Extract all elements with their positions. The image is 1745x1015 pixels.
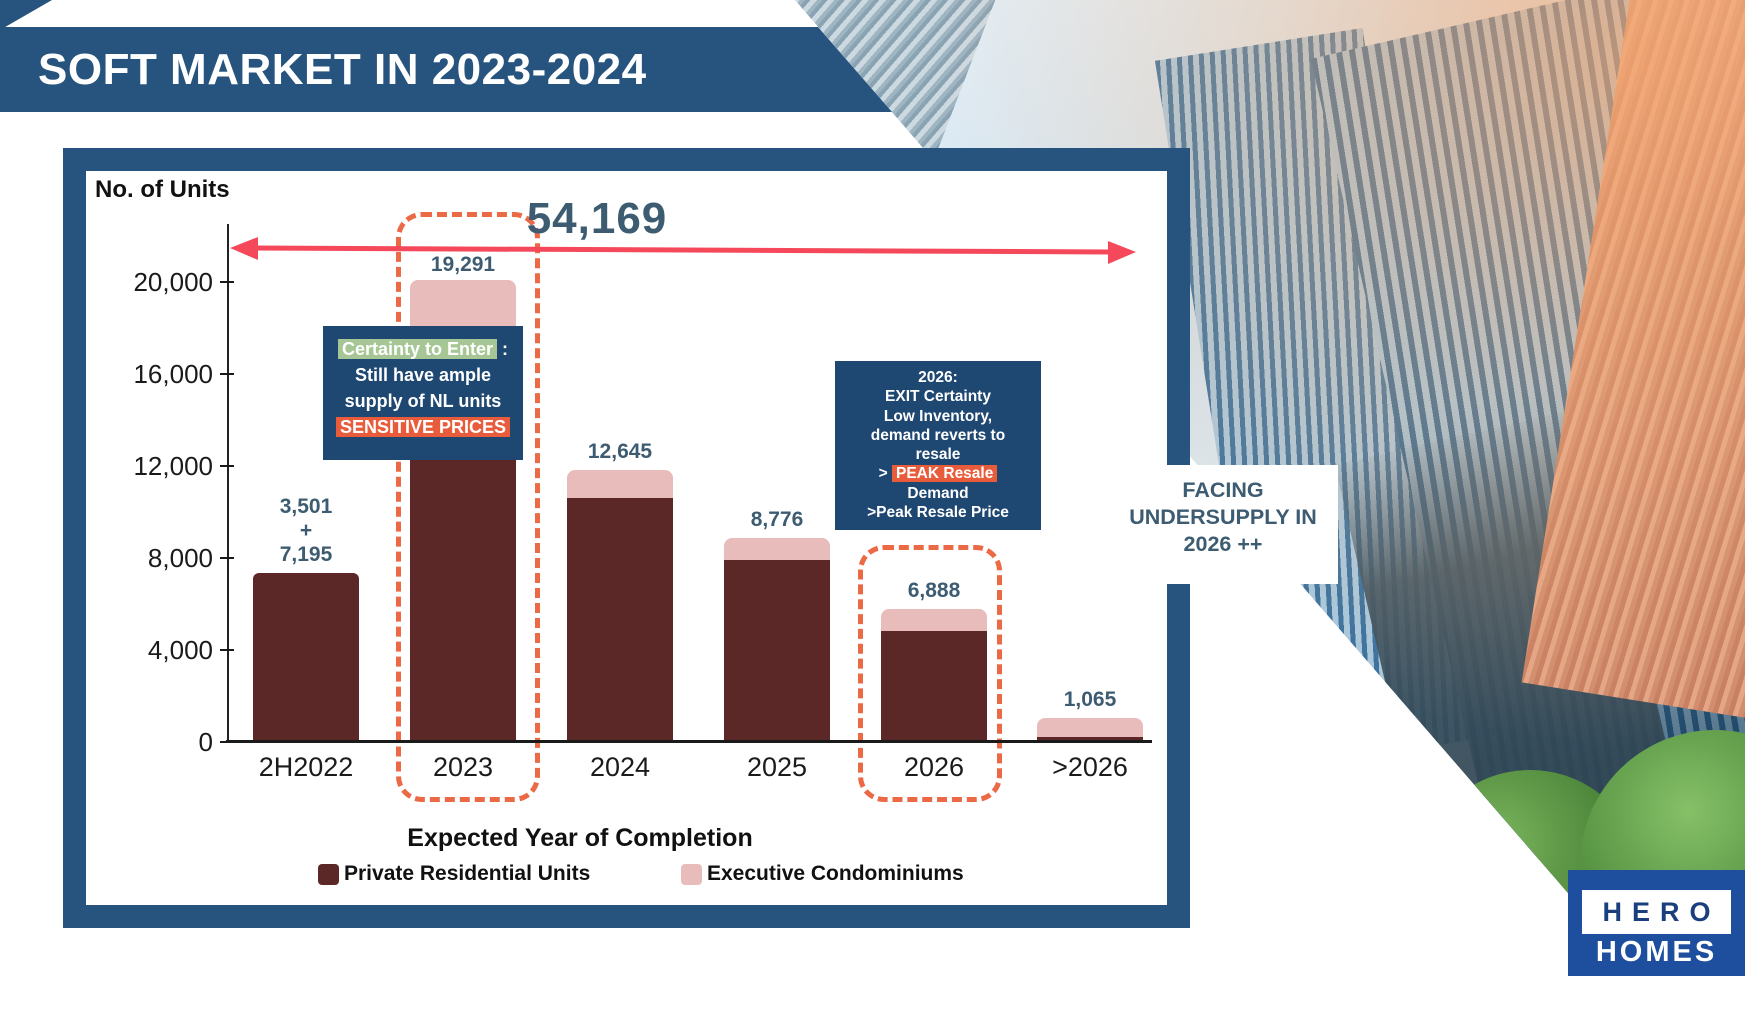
x-tick-label: >2026 (1052, 752, 1128, 782)
bar-value-label: 3,501 + 7,195 (279, 494, 333, 566)
header-bar: SOFT MARKET IN 2023-2024 (0, 27, 892, 112)
bar-value-label: 1,065 (1063, 687, 1117, 711)
legend-label: Private Residential Units (344, 862, 591, 885)
page-title: SOFT MARKET IN 2023-2024 (38, 45, 647, 94)
y-tick-label: 0 (198, 727, 213, 757)
callout-text: Low Inventory, (883, 407, 993, 425)
legend-item: Executive Condominiums (681, 862, 964, 886)
legend-swatch (681, 863, 702, 885)
y-tick-label: 4,000 (147, 635, 213, 665)
callout-line: Certainty to Enter : (323, 336, 523, 362)
callout-text: demand reverts to (870, 426, 1006, 444)
callout-text: > (878, 465, 892, 483)
x-tick-label: 2025 (746, 752, 808, 782)
bar-value-label: 6,888 (907, 579, 961, 603)
y-tick-mark (220, 281, 234, 283)
callout-line: SENSITIVE PRICES (323, 414, 523, 440)
corner-accent-triangle (0, 0, 52, 30)
y-tick-label: 8,000 (147, 543, 213, 573)
x-tick-label: 2026 (903, 752, 965, 782)
bar-segment-private-residential (253, 572, 359, 743)
logo-homes-text: HOMES (1595, 936, 1718, 968)
y-tick-mark (220, 465, 234, 467)
bar-segment-executive-condo (567, 469, 673, 498)
callout-line: 2026: (835, 368, 1041, 387)
y-tick-label: 16,000 (133, 359, 213, 389)
highlight-box-2023 (396, 212, 540, 802)
logo-hero-text: HERO (1582, 890, 1731, 934)
undersupply-note: FACING UNDERSUPPLY IN 2026 ++ (1108, 465, 1338, 584)
callout-line: Low Inventory, (835, 407, 1041, 426)
callout-line: resale (835, 445, 1041, 464)
callout-text: 2026: (918, 369, 958, 386)
tree (1355, 855, 1540, 976)
bar-value-label: 8,776 (750, 507, 804, 531)
x-axis-line (226, 740, 1152, 743)
x-tick-label: 2024 (589, 752, 651, 782)
callout-certainty-to-enter: Certainty to Enter : Still have ample supp… (323, 326, 523, 460)
legend-item: Private Residential Units (318, 862, 590, 886)
x-tick-label: 2023 (432, 752, 494, 782)
callout-text: >Peak Resale Price (867, 504, 1009, 522)
grand-total-label: 54,169 (526, 194, 668, 243)
callout-text: : (497, 339, 509, 359)
bar-segment-private-residential (410, 420, 516, 743)
y-axis-line (227, 224, 229, 742)
undersupply-note-line: FACING (1182, 478, 1264, 502)
callout-text: Demand (907, 484, 969, 502)
y-tick-label: 12,000 (133, 451, 213, 481)
callout-line: demand reverts to (835, 426, 1041, 445)
bar-value-label: 12,645 (587, 439, 653, 463)
bar-segment-private-residential (881, 630, 987, 743)
bar-segment-executive-condo (1037, 717, 1143, 738)
highlighted-text: SENSITIVE PRICES (335, 417, 511, 437)
highlighted-text: Certainty to Enter (337, 339, 498, 359)
bar-segment-private-residential (567, 497, 673, 743)
bar-segment-private-residential (724, 560, 830, 743)
callout-text: EXIT Certainty (885, 388, 991, 406)
y-axis-title: No. of Units (95, 176, 230, 203)
callout-text: Still have ample (354, 365, 492, 385)
callout-text: resale (915, 446, 961, 464)
callout-line: EXIT Certainty (835, 387, 1041, 406)
x-tick-label: 2H2022 (258, 752, 354, 782)
callout-text: supply of NL units (344, 391, 502, 411)
callout-line: Still have ample (323, 362, 523, 388)
x-axis-title: Expected Year of Completion (407, 824, 753, 852)
bar-segment-executive-condo (881, 609, 987, 631)
legend-swatch (318, 863, 339, 885)
undersupply-note-line: UNDERSUPPLY IN (1129, 505, 1317, 529)
callout-line: Demand (835, 484, 1041, 503)
y-tick-mark (220, 373, 234, 375)
bar-segment-executive-condo (724, 537, 830, 561)
undersupply-note-line: 2026 ++ (1183, 532, 1263, 556)
y-tick-mark (220, 557, 234, 559)
y-tick-mark (220, 649, 234, 651)
hero-homes-logo: HERO HOMES (1568, 870, 1745, 976)
callout-line: > PEAK Resale (835, 464, 1041, 483)
y-tick-label: 20,000 (133, 267, 213, 297)
callout-line: >Peak Resale Price (835, 503, 1041, 522)
highlighted-text: PEAK Resale (892, 465, 998, 483)
legend-label: Executive Condominiums (707, 862, 964, 885)
highlight-box-2026 (858, 545, 1002, 802)
callout-2026-exit-certainty: 2026: EXIT Certainty Low Inventory, demand … (835, 361, 1041, 530)
bar-value-label: 19,291 (430, 252, 496, 276)
callout-line: supply of NL units (323, 388, 523, 414)
